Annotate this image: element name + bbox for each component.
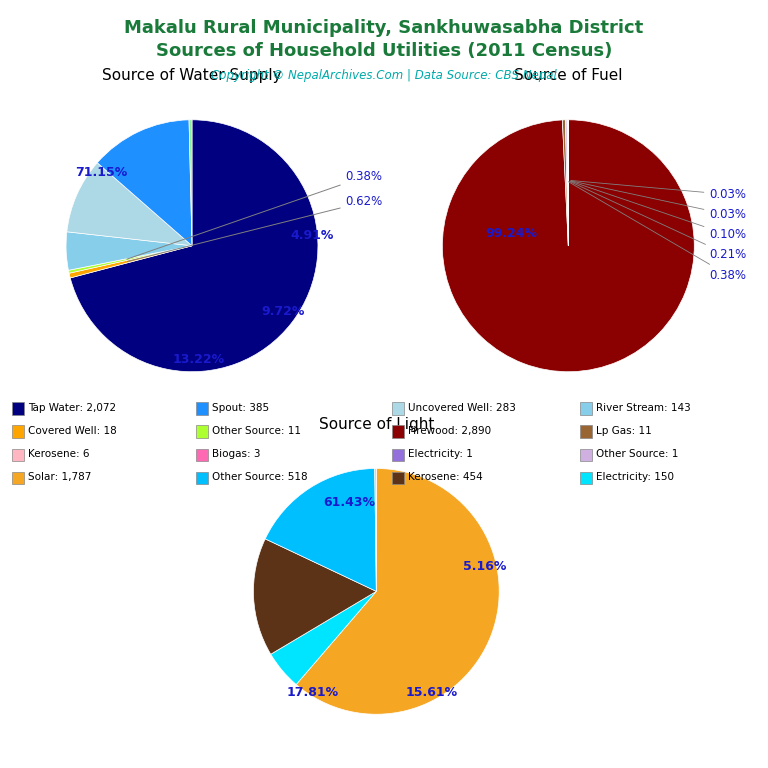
Wedge shape — [66, 232, 192, 270]
Text: Other Source: 11: Other Source: 11 — [212, 425, 301, 436]
Wedge shape — [98, 120, 192, 246]
Wedge shape — [375, 468, 376, 591]
Wedge shape — [69, 246, 192, 278]
Text: Lp Gas: 11: Lp Gas: 11 — [596, 425, 652, 436]
Text: 71.15%: 71.15% — [75, 166, 127, 179]
Text: Makalu Rural Municipality, Sankhuwasabha District: Makalu Rural Municipality, Sankhuwasabha… — [124, 19, 644, 37]
Text: 0.03%: 0.03% — [571, 180, 746, 221]
Text: Kerosene: 454: Kerosene: 454 — [408, 472, 482, 482]
Wedge shape — [442, 120, 694, 372]
Text: 9.72%: 9.72% — [261, 305, 304, 318]
Text: 4.91%: 4.91% — [290, 229, 333, 242]
Text: 61.43%: 61.43% — [323, 496, 376, 509]
Text: Sources of Household Utilities (2011 Census): Sources of Household Utilities (2011 Cen… — [156, 42, 612, 60]
Wedge shape — [567, 120, 568, 246]
Text: 15.61%: 15.61% — [406, 686, 458, 699]
Text: Electricity: 1: Electricity: 1 — [408, 449, 472, 459]
Text: Copyright © NepalArchives.Com | Data Source: CBS Nepal: Copyright © NepalArchives.Com | Data Sou… — [211, 69, 557, 82]
Wedge shape — [253, 539, 376, 654]
Wedge shape — [296, 468, 499, 714]
Wedge shape — [68, 246, 192, 273]
Text: Uncovered Well: 283: Uncovered Well: 283 — [408, 402, 515, 413]
Text: Other Source: 1: Other Source: 1 — [596, 449, 678, 459]
Text: Biogas: 3: Biogas: 3 — [212, 449, 260, 459]
Text: Tap Water: 2,072: Tap Water: 2,072 — [28, 402, 116, 413]
Title: Source of Fuel: Source of Fuel — [514, 68, 623, 83]
Title: Source of Light: Source of Light — [319, 418, 434, 432]
Text: Spout: 385: Spout: 385 — [212, 402, 269, 413]
Text: River Stream: 143: River Stream: 143 — [596, 402, 690, 413]
Text: Other Source: 518: Other Source: 518 — [212, 472, 308, 482]
Wedge shape — [562, 120, 568, 246]
Wedge shape — [265, 468, 376, 591]
Text: Kerosene: 6: Kerosene: 6 — [28, 449, 89, 459]
Text: 17.81%: 17.81% — [286, 686, 339, 699]
Text: 5.16%: 5.16% — [463, 561, 506, 573]
Text: Electricity: 150: Electricity: 150 — [596, 472, 674, 482]
Wedge shape — [565, 120, 568, 246]
Wedge shape — [271, 591, 376, 684]
Wedge shape — [189, 120, 192, 246]
Text: 0.38%: 0.38% — [568, 182, 746, 282]
Text: 0.10%: 0.10% — [571, 181, 746, 241]
Text: 99.24%: 99.24% — [485, 227, 538, 240]
Text: 0.03%: 0.03% — [571, 180, 746, 201]
Text: 13.22%: 13.22% — [172, 353, 224, 366]
Wedge shape — [67, 163, 192, 246]
Text: 0.62%: 0.62% — [127, 195, 383, 261]
Text: 0.38%: 0.38% — [127, 170, 382, 259]
Title: Source of Water Supply: Source of Water Supply — [102, 68, 282, 83]
Text: Firewood: 2,890: Firewood: 2,890 — [408, 425, 491, 436]
Text: Solar: 1,787: Solar: 1,787 — [28, 472, 91, 482]
Text: 0.21%: 0.21% — [570, 181, 746, 261]
Text: Covered Well: 18: Covered Well: 18 — [28, 425, 117, 436]
Wedge shape — [70, 120, 318, 372]
